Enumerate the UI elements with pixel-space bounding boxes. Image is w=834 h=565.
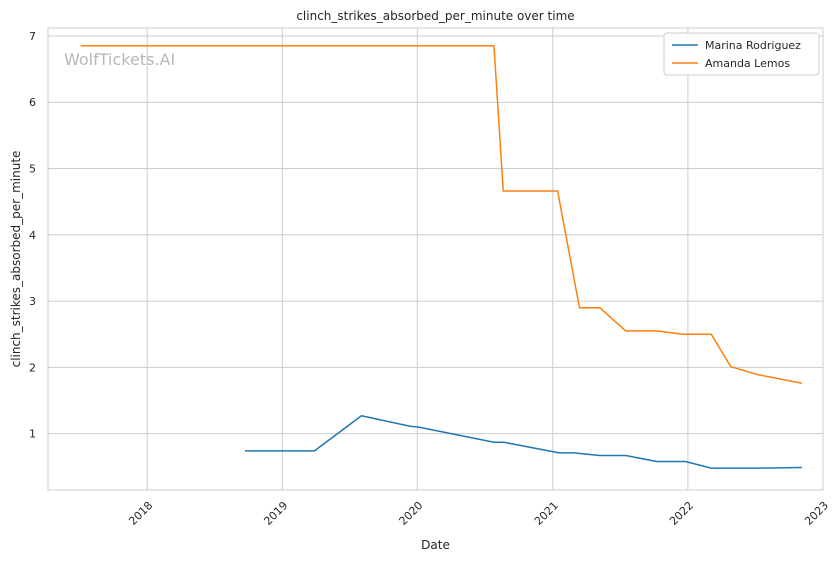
legend-box (663, 32, 820, 76)
y-tick-label: 2 (29, 361, 36, 374)
x-tick-label: 2022 (667, 499, 696, 528)
legend-label: Amanda Lemos (705, 57, 790, 70)
legend-label: Marina Rodriguez (705, 39, 801, 52)
x-tick-label: 2019 (261, 499, 290, 528)
y-tick-label: 3 (29, 295, 36, 308)
y-tick-label: 5 (29, 163, 36, 176)
y-tick-label: 4 (29, 229, 36, 242)
grid (48, 28, 824, 490)
y-axis-ticks: 1 2 3 4 5 6 7 (29, 30, 36, 441)
watermark: WolfTickets.AI (64, 50, 175, 69)
x-axis-ticks: 2018 2019 2020 2021 2022 2023 (126, 499, 831, 528)
series-lines (80, 45, 803, 469)
y-axis-label: clinch_strikes_absorbed_per_minute (9, 151, 23, 368)
x-tick-label: 2018 (126, 499, 155, 528)
y-tick-label: 7 (29, 30, 36, 43)
chart-title: clinch_strikes_absorbed_per_minute over … (296, 9, 574, 23)
y-tick-label: 6 (29, 96, 36, 109)
x-tick-label: 2021 (532, 499, 561, 528)
plot-frame (47, 27, 824, 491)
legend: Marina Rodriguez Amanda Lemos (663, 32, 820, 76)
series-line-amanda-lemos (80, 45, 803, 385)
x-tick-label: 2020 (396, 499, 425, 528)
x-axis-label: Date (421, 538, 450, 552)
y-tick-label: 1 (29, 428, 36, 441)
series-line-marina-rodriguez (244, 415, 802, 469)
x-tick-label: 2023 (802, 499, 831, 528)
